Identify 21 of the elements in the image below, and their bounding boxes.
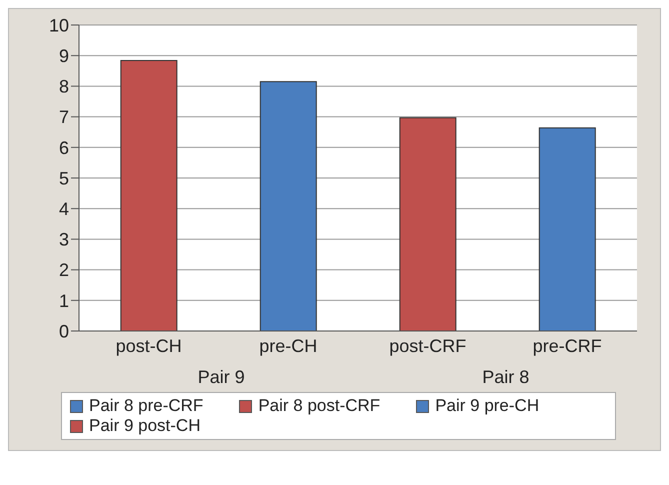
x-tick-label: post-CRF [389, 336, 466, 356]
y-tick-label: 8 [58, 76, 69, 97]
legend-label: Pair 8 post-CRF [258, 396, 380, 416]
y-tick-label: 0 [58, 321, 69, 342]
y-tick-label: 1 [58, 290, 69, 311]
x-tick-label: post-CH [116, 336, 182, 356]
y-tick-label: 9 [58, 46, 69, 66]
legend-label: Pair 8 pre-CRF [89, 396, 204, 416]
y-tick-label: 2 [58, 260, 69, 280]
y-tick-label: 3 [58, 230, 69, 250]
text: Pair 8 [481, 367, 530, 388]
y-tick-label: 6 [58, 138, 69, 158]
legend-label: Pair 9 post-CH [89, 416, 200, 436]
x-tick-label: pre-CH [259, 336, 318, 356]
y-tick-label: 4 [58, 198, 69, 219]
y-tick-label: 5 [58, 168, 69, 188]
text: Pair 9 [196, 367, 246, 388]
y-tick-label: 10 [48, 15, 69, 36]
y-tick-label: 7 [58, 107, 69, 128]
x-tick-label: pre-CRF [532, 336, 602, 356]
legend-label: Pair 9 pre-CH [435, 396, 540, 416]
